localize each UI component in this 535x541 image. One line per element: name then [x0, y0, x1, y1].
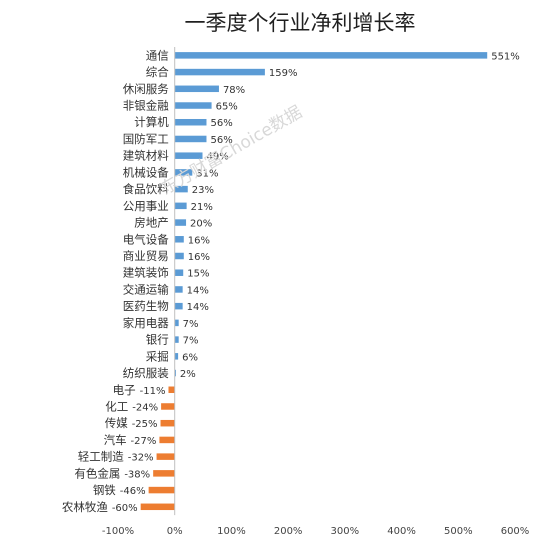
category-label: 纺织服装 — [123, 366, 169, 380]
category-label: 电子 — [113, 383, 136, 397]
bar — [159, 436, 175, 444]
category-label: 建筑装饰 — [123, 266, 169, 280]
category-label: 轻工制造 — [78, 450, 124, 464]
data-label: 2% — [180, 369, 196, 380]
bar — [174, 135, 207, 143]
data-label: 56% — [210, 135, 232, 146]
category-label: 机械设备 — [123, 165, 169, 179]
category-label: 化工 — [105, 399, 128, 413]
category-label: 交通运输 — [123, 282, 169, 296]
bar — [174, 185, 188, 193]
data-label: -38% — [124, 469, 150, 480]
bar — [153, 470, 175, 477]
data-label: 65% — [216, 102, 238, 113]
data-label: 20% — [190, 219, 212, 230]
bar — [174, 236, 184, 243]
category-label: 计算机 — [134, 115, 169, 129]
bar — [174, 68, 265, 76]
category-label: 家用电器 — [123, 316, 169, 330]
data-label: 551% — [491, 51, 520, 62]
bar — [174, 286, 183, 293]
x-tick-label: 500% — [444, 526, 473, 537]
bar — [174, 219, 187, 226]
data-label: -11% — [140, 386, 166, 397]
data-label: 6% — [182, 352, 198, 363]
bar — [174, 252, 184, 260]
data-label: -27% — [131, 436, 157, 447]
bar — [174, 202, 187, 210]
x-tick-label: 100% — [217, 526, 246, 537]
bar — [174, 118, 207, 126]
bar — [161, 403, 175, 410]
data-label: 23% — [192, 185, 214, 196]
data-label: 7% — [183, 336, 199, 347]
data-label: 16% — [188, 235, 210, 246]
data-label: -32% — [128, 453, 154, 464]
x-tick-label: 400% — [387, 526, 416, 537]
bar — [156, 453, 175, 460]
category-label: 医药生物 — [123, 299, 169, 313]
data-label: 21% — [191, 202, 213, 213]
bar — [174, 319, 179, 327]
category-label: 农林牧渔 — [62, 500, 108, 514]
category-label: 钢铁 — [93, 483, 116, 497]
data-label: 7% — [183, 319, 199, 330]
category-label: 房地产 — [134, 216, 169, 230]
chart-title: 一季度个行业净利增长率 — [185, 11, 416, 35]
data-label: 159% — [269, 68, 298, 79]
category-label: 有色金属 — [74, 466, 120, 480]
category-label: 通信 — [146, 48, 169, 62]
category-label: 国防军工 — [123, 132, 169, 146]
category-label: 休闲服务 — [123, 82, 169, 96]
x-tick-label: -100% — [102, 526, 134, 537]
category-label: 电气设备 — [123, 232, 169, 246]
x-tick-label: 200% — [274, 526, 303, 537]
bar — [174, 169, 193, 176]
category-label: 银行 — [146, 333, 169, 347]
category-label: 公用事业 — [123, 199, 169, 213]
data-label: -25% — [132, 419, 158, 430]
x-tick-label: 300% — [331, 526, 360, 537]
bar — [174, 269, 184, 276]
data-label: 16% — [188, 252, 210, 263]
bar — [140, 503, 175, 511]
category-label: 采掘 — [146, 349, 169, 363]
data-label: 14% — [187, 302, 209, 313]
bar — [148, 486, 175, 494]
x-tick-label: 0% — [167, 526, 183, 537]
watermark: 东方财富Choice数据 — [158, 102, 306, 199]
data-label: 78% — [223, 85, 245, 96]
x-tick-label: 600% — [501, 526, 530, 537]
data-label: 49% — [207, 152, 229, 163]
bar — [174, 152, 203, 159]
category-label: 汽车 — [104, 433, 127, 447]
data-label: -24% — [132, 402, 158, 413]
plot-area: 通信 551% 综合 159% 休闲服务 78% 非银金融 65% 计算机 56% 国防军工 56% 建… — [62, 47, 529, 537]
bar — [174, 102, 212, 109]
bar — [174, 52, 488, 59]
bar — [168, 386, 175, 394]
data-label: 15% — [187, 269, 209, 280]
bar — [160, 419, 175, 427]
bar — [174, 369, 176, 377]
category-label: 综合 — [146, 65, 169, 79]
category-label: 商业贸易 — [123, 249, 169, 263]
category-label: 食品饮料 — [123, 182, 169, 196]
data-label: 56% — [210, 118, 232, 129]
bar — [174, 353, 179, 360]
bar — [174, 85, 219, 93]
category-label: 非银金融 — [123, 99, 169, 113]
data-label: 14% — [187, 285, 209, 296]
data-label: -60% — [112, 503, 138, 514]
category-label: 建筑材料 — [123, 149, 169, 163]
bar — [174, 336, 179, 343]
data-label: 31% — [196, 168, 218, 179]
bar — [174, 302, 183, 310]
category-label: 传媒 — [105, 416, 128, 430]
data-label: -46% — [120, 486, 146, 497]
